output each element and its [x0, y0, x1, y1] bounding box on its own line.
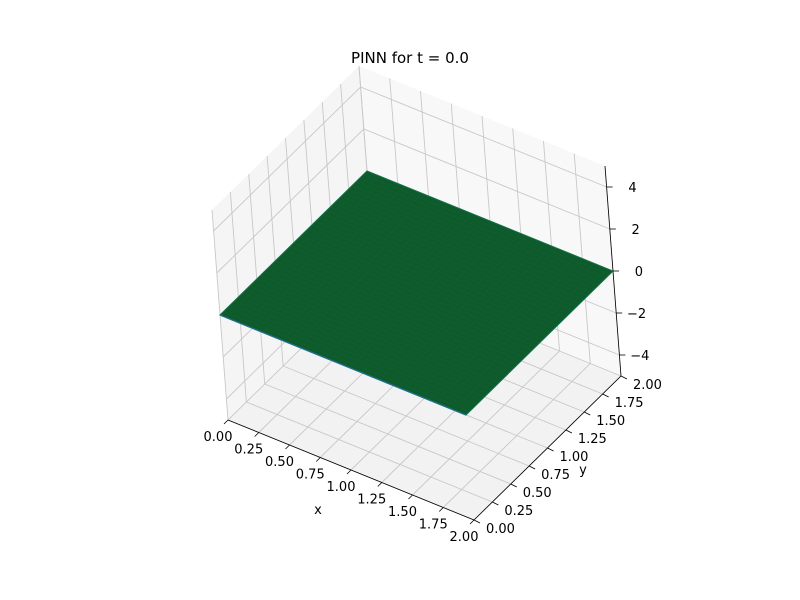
grid-line-z: [213, 86, 607, 232]
surface-mesh-line: [361, 228, 509, 373]
y-tick-mark: [547, 447, 554, 452]
surface-mesh-line: [410, 248, 558, 393]
x-tick-mark: [469, 519, 475, 525]
x-tick-label: 1.50: [388, 505, 417, 520]
z-tick-label: 0: [635, 265, 643, 280]
chart-title: PINN for t = 0.0: [351, 49, 469, 67]
surface-mesh-line: [326, 210, 573, 311]
y-tick-label: 1.00: [560, 450, 589, 465]
y-tick-mark: [510, 483, 517, 488]
surface-mesh-line: [315, 221, 562, 322]
y-axis-label: y: [579, 463, 587, 478]
surface: [219, 170, 614, 416]
x-tick-label: 1.00: [327, 480, 356, 495]
surface-mesh-line: [355, 225, 503, 371]
grid-line-y: [248, 173, 511, 485]
x-tick-mark: [223, 419, 229, 425]
surface-mesh-line: [398, 243, 546, 388]
surface-mesh-line: [352, 185, 599, 286]
surface-mesh-line: [304, 232, 551, 333]
x-tick-mark: [315, 457, 321, 462]
y-tick-label: 1.75: [615, 396, 644, 411]
x-tick-mark: [285, 444, 290, 450]
surface-mesh-line: [348, 188, 595, 290]
x-tick-label: 0.00: [204, 430, 233, 445]
surface-mesh-line: [293, 242, 540, 344]
surface-mesh-line: [311, 224, 558, 326]
surface-mesh-line: [392, 240, 540, 386]
surface-mesh-line: [344, 192, 592, 293]
surface-mesh-line: [319, 217, 566, 318]
y-tick-mark: [528, 465, 536, 470]
surface-mesh-line: [435, 258, 583, 403]
z-tick-label: 2: [632, 223, 640, 238]
y-tick-label: 1.50: [596, 414, 625, 429]
grid-line-z: [216, 128, 610, 274]
x-tick-label: 0.50: [265, 455, 294, 470]
surface-mesh-line: [300, 235, 547, 336]
surface-mesh-line: [337, 199, 584, 300]
y-tick-mark: [602, 393, 609, 398]
y-tick-label: 2.00: [633, 378, 662, 393]
z-tick-label: 4: [628, 181, 636, 196]
x-tick-label: 2.00: [450, 530, 479, 545]
x-tick-mark: [408, 494, 413, 500]
x-tick-label: 1.25: [357, 493, 386, 508]
surface-mesh-line: [404, 245, 552, 391]
surface-mesh-line: [453, 265, 601, 411]
y-tick-mark: [492, 501, 499, 506]
y-tick-mark: [620, 375, 628, 380]
surface-mesh-line: [422, 253, 571, 398]
x-tick-mark: [377, 482, 383, 487]
surface-mesh-line: [355, 181, 603, 282]
x-tick-label: 0.75: [296, 468, 325, 483]
surface-mesh-line: [428, 255, 577, 401]
y-tick-mark: [565, 429, 573, 434]
surface-mesh-line: [447, 263, 595, 408]
surface-mesh-line: [330, 206, 577, 308]
y-tick-label: 0.75: [541, 468, 570, 483]
surface-mesh-line: [341, 196, 588, 297]
x-tick-mark: [254, 432, 260, 437]
surface-mesh-line: [359, 178, 606, 279]
surface-mesh-line: [367, 230, 515, 376]
y-tick-label: 0.25: [504, 504, 533, 519]
x-tick-mark: [346, 469, 352, 475]
x-tick-label: 1.75: [419, 518, 448, 533]
x-axis-label: x: [314, 503, 322, 518]
y-tick-label: 1.25: [578, 432, 607, 447]
surface-mesh-line: [379, 235, 528, 381]
z-tick-label: −4: [630, 349, 649, 364]
surface-mesh-line: [373, 233, 521, 378]
surface-mesh-line: [297, 239, 544, 340]
surface-mesh-line: [333, 203, 580, 304]
surface-mesh-line: [308, 228, 555, 329]
x-tick-label: 0.25: [234, 443, 263, 458]
grid-line-y: [266, 155, 530, 467]
grid-line-y: [229, 191, 493, 503]
surface-mesh-line: [441, 260, 589, 406]
z-tick-label: −2: [627, 307, 646, 322]
y-tick-mark: [473, 519, 481, 524]
surface-mesh-line: [363, 174, 610, 275]
tick-marks-and-labels: 0.000.250.500.751.001.251.501.752.000.00…: [204, 181, 662, 545]
x-tick-mark: [438, 507, 444, 512]
surface-mesh-line: [416, 250, 564, 396]
surface-front-edge: [219, 314, 467, 416]
y-tick-label: 0.50: [523, 486, 552, 501]
y-tick-mark: [584, 411, 591, 416]
surface-mesh-line: [322, 214, 569, 315]
y-tick-label: 0.00: [486, 522, 515, 537]
surface-mesh-line: [349, 223, 497, 368]
surface-mesh-line: [459, 268, 607, 413]
surface-mesh-line: [385, 238, 534, 383]
